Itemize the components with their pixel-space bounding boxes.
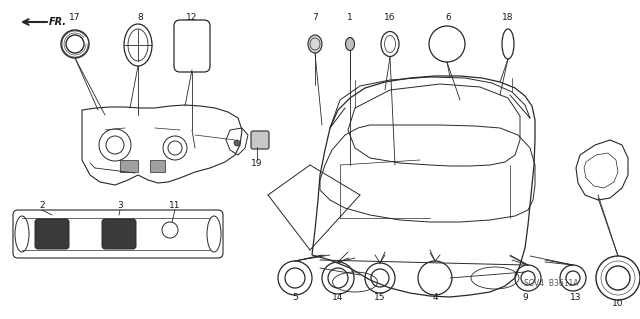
Text: 5: 5 [292,293,298,302]
Text: 16: 16 [384,12,396,21]
Text: 19: 19 [252,159,263,167]
Text: 6: 6 [445,12,451,21]
Text: 13: 13 [570,293,582,302]
Text: 7: 7 [312,12,318,21]
Text: 11: 11 [169,202,180,211]
Ellipse shape [346,38,355,50]
Text: FR.: FR. [49,17,67,27]
Text: 10: 10 [612,300,624,308]
Text: 18: 18 [502,12,514,21]
Text: 14: 14 [332,293,344,302]
Bar [120,160,138,172]
Text: SCV4  B3611A: SCV4 B3611A [524,279,579,288]
Text: 9: 9 [522,293,528,302]
Text: 17: 17 [69,12,81,21]
Circle shape [234,140,240,146]
Text: 8: 8 [137,12,143,21]
Text: 1: 1 [347,12,353,21]
Text: 2: 2 [39,202,45,211]
Text: 4: 4 [432,293,438,302]
Ellipse shape [308,35,322,53]
Text: 12: 12 [186,12,198,21]
FancyBboxPatch shape [35,219,69,249]
FancyBboxPatch shape [251,131,269,149]
Text: 3: 3 [117,202,123,211]
Text: 15: 15 [374,293,386,302]
Bar [150,160,165,172]
FancyBboxPatch shape [102,219,136,249]
